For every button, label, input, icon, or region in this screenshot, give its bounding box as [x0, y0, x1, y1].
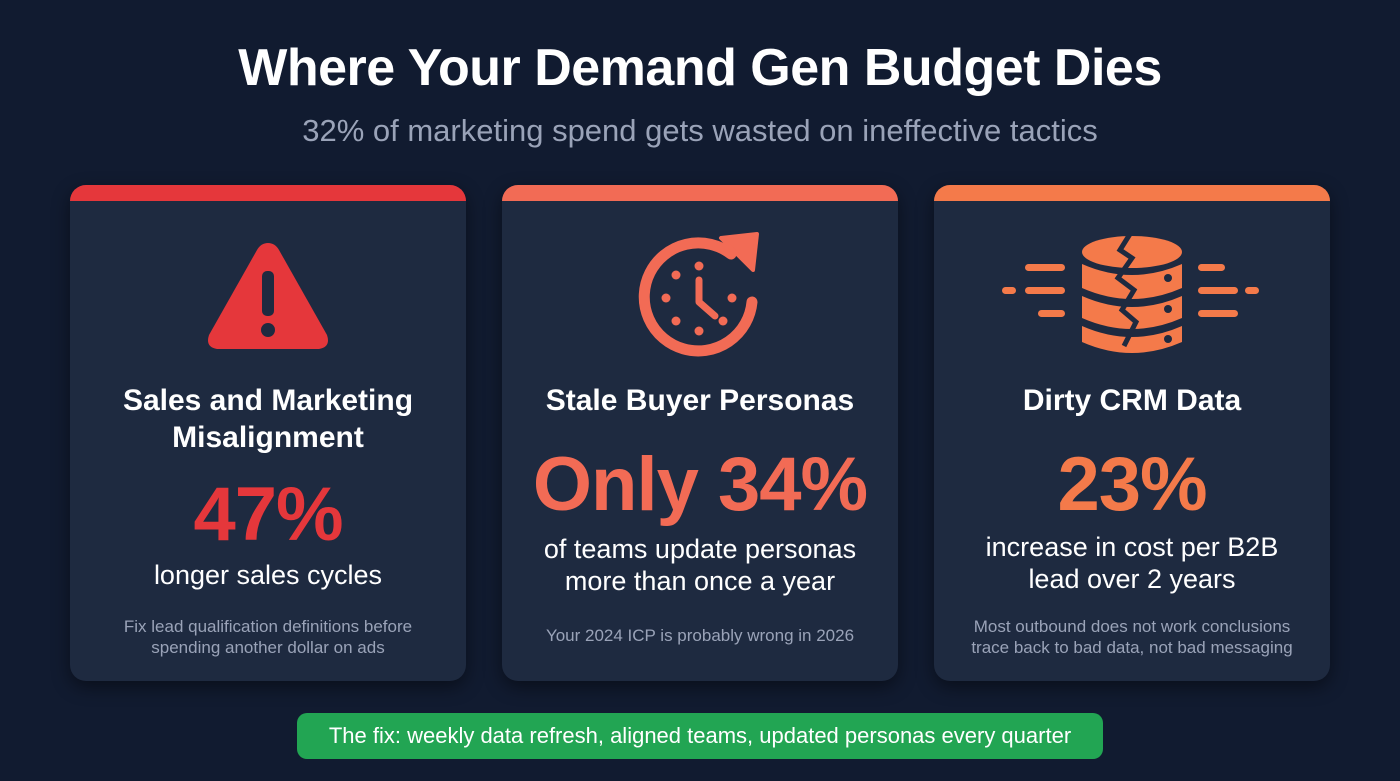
card-dirty-crm-data: Dirty CRM Data 23% increase in cost per …	[934, 185, 1330, 681]
card-note: Most outbound does not work conclusions …	[934, 616, 1330, 658]
broken-database-icon	[934, 225, 1330, 365]
card-heading-line: Misalignment	[172, 421, 364, 454]
card-heading-line: Dirty CRM Data	[1022, 384, 1242, 417]
card-note-line: spending another dollar on ads	[151, 638, 385, 657]
card-heading: Stale Buyer Personas	[502, 382, 898, 419]
card-description-line: longer sales cycles	[153, 560, 383, 590]
card-description-line: more than once a year	[564, 566, 836, 596]
card-heading-line: Sales and Marketing	[122, 384, 414, 417]
card-description: longer sales cycles	[70, 559, 466, 591]
card-description-line: lead over 2 years	[1028, 564, 1236, 594]
card-accent-bar	[70, 185, 466, 201]
card-heading-line: Stale Buyer Personas	[545, 384, 855, 417]
card-description-line: increase in cost per B2B	[985, 532, 1279, 562]
card-note-line: trace back to bad data, not bad messagin…	[971, 638, 1293, 657]
card-stat: Only 34%	[532, 442, 868, 527]
card-description: increase in cost per B2B lead over 2 yea…	[934, 531, 1330, 595]
card-note-line: Most outbound does not work conclusions	[973, 617, 1291, 636]
fix-callout-banner: The fix: weekly data refresh, aligned te…	[297, 713, 1103, 759]
card-description: of teams update personas more than once …	[502, 533, 898, 597]
card-note-line: Your 2024 ICP is probably wrong in 2026	[545, 626, 855, 645]
card-heading: Dirty CRM Data	[934, 382, 1330, 419]
card-stat: 47%	[193, 472, 343, 557]
page-title: Where Your Demand Gen Budget Dies	[238, 39, 1162, 97]
card-stale-buyer-personas: Stale Buyer Personas Only 34% of teams u…	[502, 185, 898, 681]
card-accent-bar	[502, 185, 898, 201]
card-stat: 23%	[1057, 442, 1207, 527]
card-note: Your 2024 ICP is probably wrong in 2026	[502, 625, 898, 646]
warning-triangle-icon	[70, 225, 466, 365]
card-note-line: Fix lead qualification definitions befor…	[123, 617, 413, 636]
card-accent-bar	[934, 185, 1330, 201]
card-heading: Sales and Marketing Misalignment	[70, 382, 466, 456]
card-note: Fix lead qualification definitions befor…	[70, 616, 466, 658]
clock-refresh-icon	[502, 225, 898, 365]
card-description-line: of teams update personas	[543, 534, 857, 564]
card-sales-marketing-misalignment: Sales and Marketing Misalignment 47% lon…	[70, 185, 466, 681]
page-subtitle: 32% of marketing spend gets wasted on in…	[302, 113, 1098, 148]
